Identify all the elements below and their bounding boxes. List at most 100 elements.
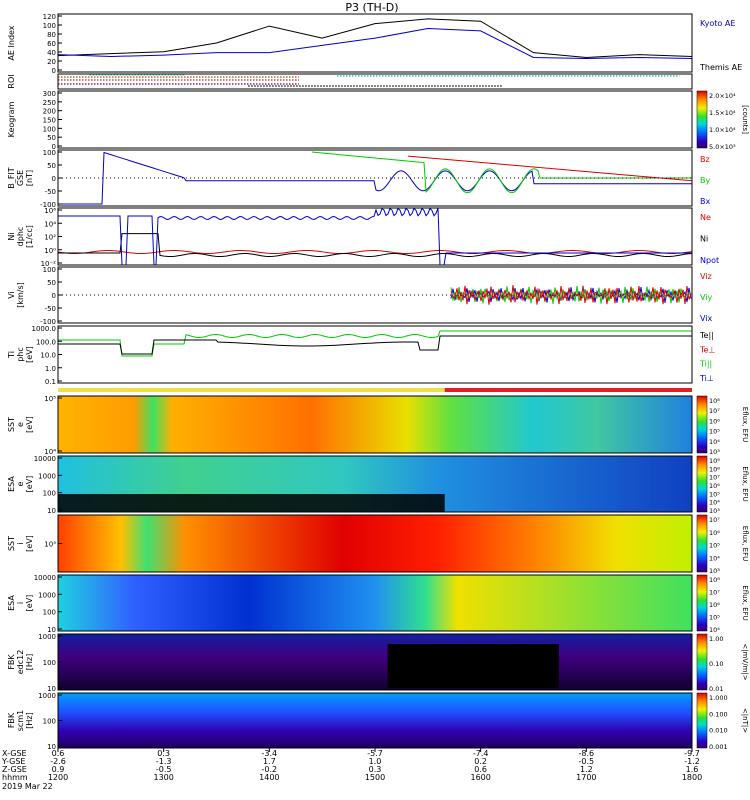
esa_e-colorbar-tick: 10³ bbox=[709, 507, 720, 515]
esa_e-ylabel: [eV] bbox=[25, 476, 34, 493]
sst_e-ylabel: [eV] bbox=[25, 416, 34, 433]
x-tick-y: 1.0 bbox=[369, 757, 382, 766]
vi-ytick-label: 50 bbox=[47, 279, 56, 287]
ae-ylabel: AE Index bbox=[7, 25, 16, 60]
keogram-ytick-label: 0 bbox=[52, 143, 56, 151]
ni-ylabel: dphc bbox=[16, 227, 25, 247]
vi-legend-2: Vix bbox=[700, 314, 713, 323]
fbk_b-ytick-label: 10 bbox=[47, 743, 56, 751]
keogram-ytick-label: 150 bbox=[43, 117, 56, 125]
fbk_e-ytick-label: 1000 bbox=[38, 633, 56, 641]
esa_i-ytick-label: 100 bbox=[43, 609, 56, 617]
ti-ytick-label: 1.0 bbox=[45, 365, 56, 373]
bfit-bx-line bbox=[58, 151, 692, 205]
ni-ytick-label: 10⁴ bbox=[44, 220, 56, 228]
sst_e-colorbar-tick: 10⁴ bbox=[709, 438, 720, 446]
ae-series-kyoto-ae bbox=[57, 27, 693, 59]
ae-ytick-label: 0 bbox=[52, 67, 56, 75]
sst_e-ylabel: e bbox=[16, 422, 25, 427]
sst_i-spectrogram bbox=[58, 515, 692, 572]
esa_i-spectrogram bbox=[58, 575, 692, 631]
row-label-zgse: Z-GSE bbox=[2, 765, 27, 774]
ae-legend-0: Kyoto AE bbox=[700, 19, 735, 28]
x-tick-x: -5.7 bbox=[367, 749, 383, 758]
fbk_b-colorbar-tick: 1.000 bbox=[709, 694, 728, 702]
plot-title: P3 (TH-D) bbox=[345, 1, 398, 14]
x-tick-y: -1.3 bbox=[156, 757, 172, 766]
sst_e-colorbar-tick: 10⁸ bbox=[709, 397, 720, 405]
esa-e-low-band bbox=[58, 494, 445, 512]
x-tick-y: -1.2 bbox=[684, 757, 700, 766]
fbk_b-ytick-label: 100 bbox=[43, 718, 56, 726]
ni-npot-line bbox=[58, 207, 692, 266]
keogram-colorbar-tick: 1.0×10⁴ bbox=[709, 126, 736, 134]
vi-ylabel: [km/s] bbox=[16, 282, 25, 308]
ti-legend-1: Te⊥ bbox=[699, 345, 715, 354]
bfit-ylabel: B_FIT bbox=[7, 167, 16, 188]
x-tick-x: -7.4 bbox=[473, 749, 489, 758]
ti-ylabel: [eV] bbox=[25, 346, 34, 363]
keogram-colorbar-tick: 1.5×10⁴ bbox=[709, 109, 736, 117]
row-label-hhmm: hhmm bbox=[2, 773, 28, 782]
bfit-ytick-label: 100 bbox=[43, 149, 56, 157]
vi-ylabel: Vi bbox=[7, 291, 16, 299]
vi-ytick-label: -100 bbox=[40, 318, 56, 326]
ae-frame bbox=[57, 13, 693, 73]
x-tick-z: -0.2 bbox=[262, 765, 278, 774]
sst_e-colorbar-tick: 10⁶ bbox=[709, 417, 720, 425]
x-tick-x: -3.4 bbox=[262, 749, 278, 758]
keogram-ytick-label: 100 bbox=[43, 125, 56, 133]
sst_i-colorbar bbox=[696, 514, 708, 573]
region-bar-yellow bbox=[58, 388, 445, 392]
keogram-ylabel: Keogram bbox=[7, 101, 16, 137]
bfit-legend-0: Bz bbox=[700, 155, 710, 164]
esa_i-ytick-label: 10000 bbox=[34, 574, 56, 582]
ni-ytick-label: 10⁻² bbox=[41, 260, 57, 268]
keogram-colorbar-label: [counts] bbox=[741, 105, 749, 134]
vi-ytick-label: 100 bbox=[43, 266, 56, 274]
vi-legend-1: Viy bbox=[700, 293, 713, 302]
esa_e-colorbar-tick: 10⁸ bbox=[709, 465, 720, 473]
x-tick-hhmm: 1600 bbox=[470, 773, 490, 782]
x-tick-z: 0.9 bbox=[52, 765, 65, 774]
x-tick-hhmm: 1400 bbox=[259, 773, 279, 782]
ti-tipar-line bbox=[58, 330, 692, 357]
sst_i-colorbar-tick: 10⁷ bbox=[709, 516, 720, 524]
fbk_b-ylabel: FBK bbox=[7, 712, 16, 728]
fbk_e-colorbar-tick: 0.01 bbox=[709, 685, 723, 693]
sst_i-colorbar-label: Eflux, EFU bbox=[741, 526, 749, 561]
x-tick-x: -8.6 bbox=[579, 749, 595, 758]
bfit-ylabel: [nT] bbox=[25, 170, 34, 186]
esa_i-ylabel: ESA bbox=[7, 595, 16, 611]
esa_e-ytick-label: 10000 bbox=[34, 455, 56, 463]
esa_e-colorbar-label: Eflux, EFU bbox=[741, 466, 749, 501]
x-tick-hhmm: 1700 bbox=[576, 773, 596, 782]
fbk_e-ylabel: edc12 bbox=[16, 650, 25, 675]
x-tick-x: -9.7 bbox=[684, 749, 700, 758]
sst_i-colorbar-tick: 10⁴ bbox=[709, 554, 720, 562]
ni-ni-line bbox=[58, 233, 693, 258]
x-tick-x: 0.6 bbox=[52, 749, 65, 758]
bfit-ytick-label: 0 bbox=[52, 175, 56, 183]
ni-ytick-label: 10⁰ bbox=[44, 247, 56, 255]
bfit-legend-1: By bbox=[700, 176, 710, 185]
fbk_e-ylabel: FBK bbox=[7, 654, 16, 670]
ti-frame bbox=[57, 325, 693, 384]
fbk_b-colorbar-tick: 0.010 bbox=[709, 727, 728, 735]
ni-legend-0: Ne bbox=[700, 213, 711, 222]
esa_i-colorbar-tick: 10⁵ bbox=[709, 614, 720, 622]
esa_e-ytick-label: 100 bbox=[43, 490, 56, 498]
x-tick-z: 1.6 bbox=[686, 765, 699, 774]
ni-legend-2: Npot bbox=[700, 256, 719, 265]
esa_i-ylabel: i bbox=[16, 602, 25, 604]
keogram-colorbar-tick: 2.0×10⁴ bbox=[709, 92, 736, 100]
esa_i-colorbar-tick: 10⁴ bbox=[709, 626, 720, 634]
vi-series-2 bbox=[450, 284, 692, 305]
esa_e-ytick-label: 10 bbox=[47, 507, 56, 515]
ti-tepar-line bbox=[58, 335, 692, 355]
esa_i-colorbar bbox=[696, 574, 708, 632]
fbk_e-colorbar-tick: 0.10 bbox=[709, 660, 723, 668]
fbk_e-colorbar-tick: 1.00 bbox=[709, 635, 723, 643]
